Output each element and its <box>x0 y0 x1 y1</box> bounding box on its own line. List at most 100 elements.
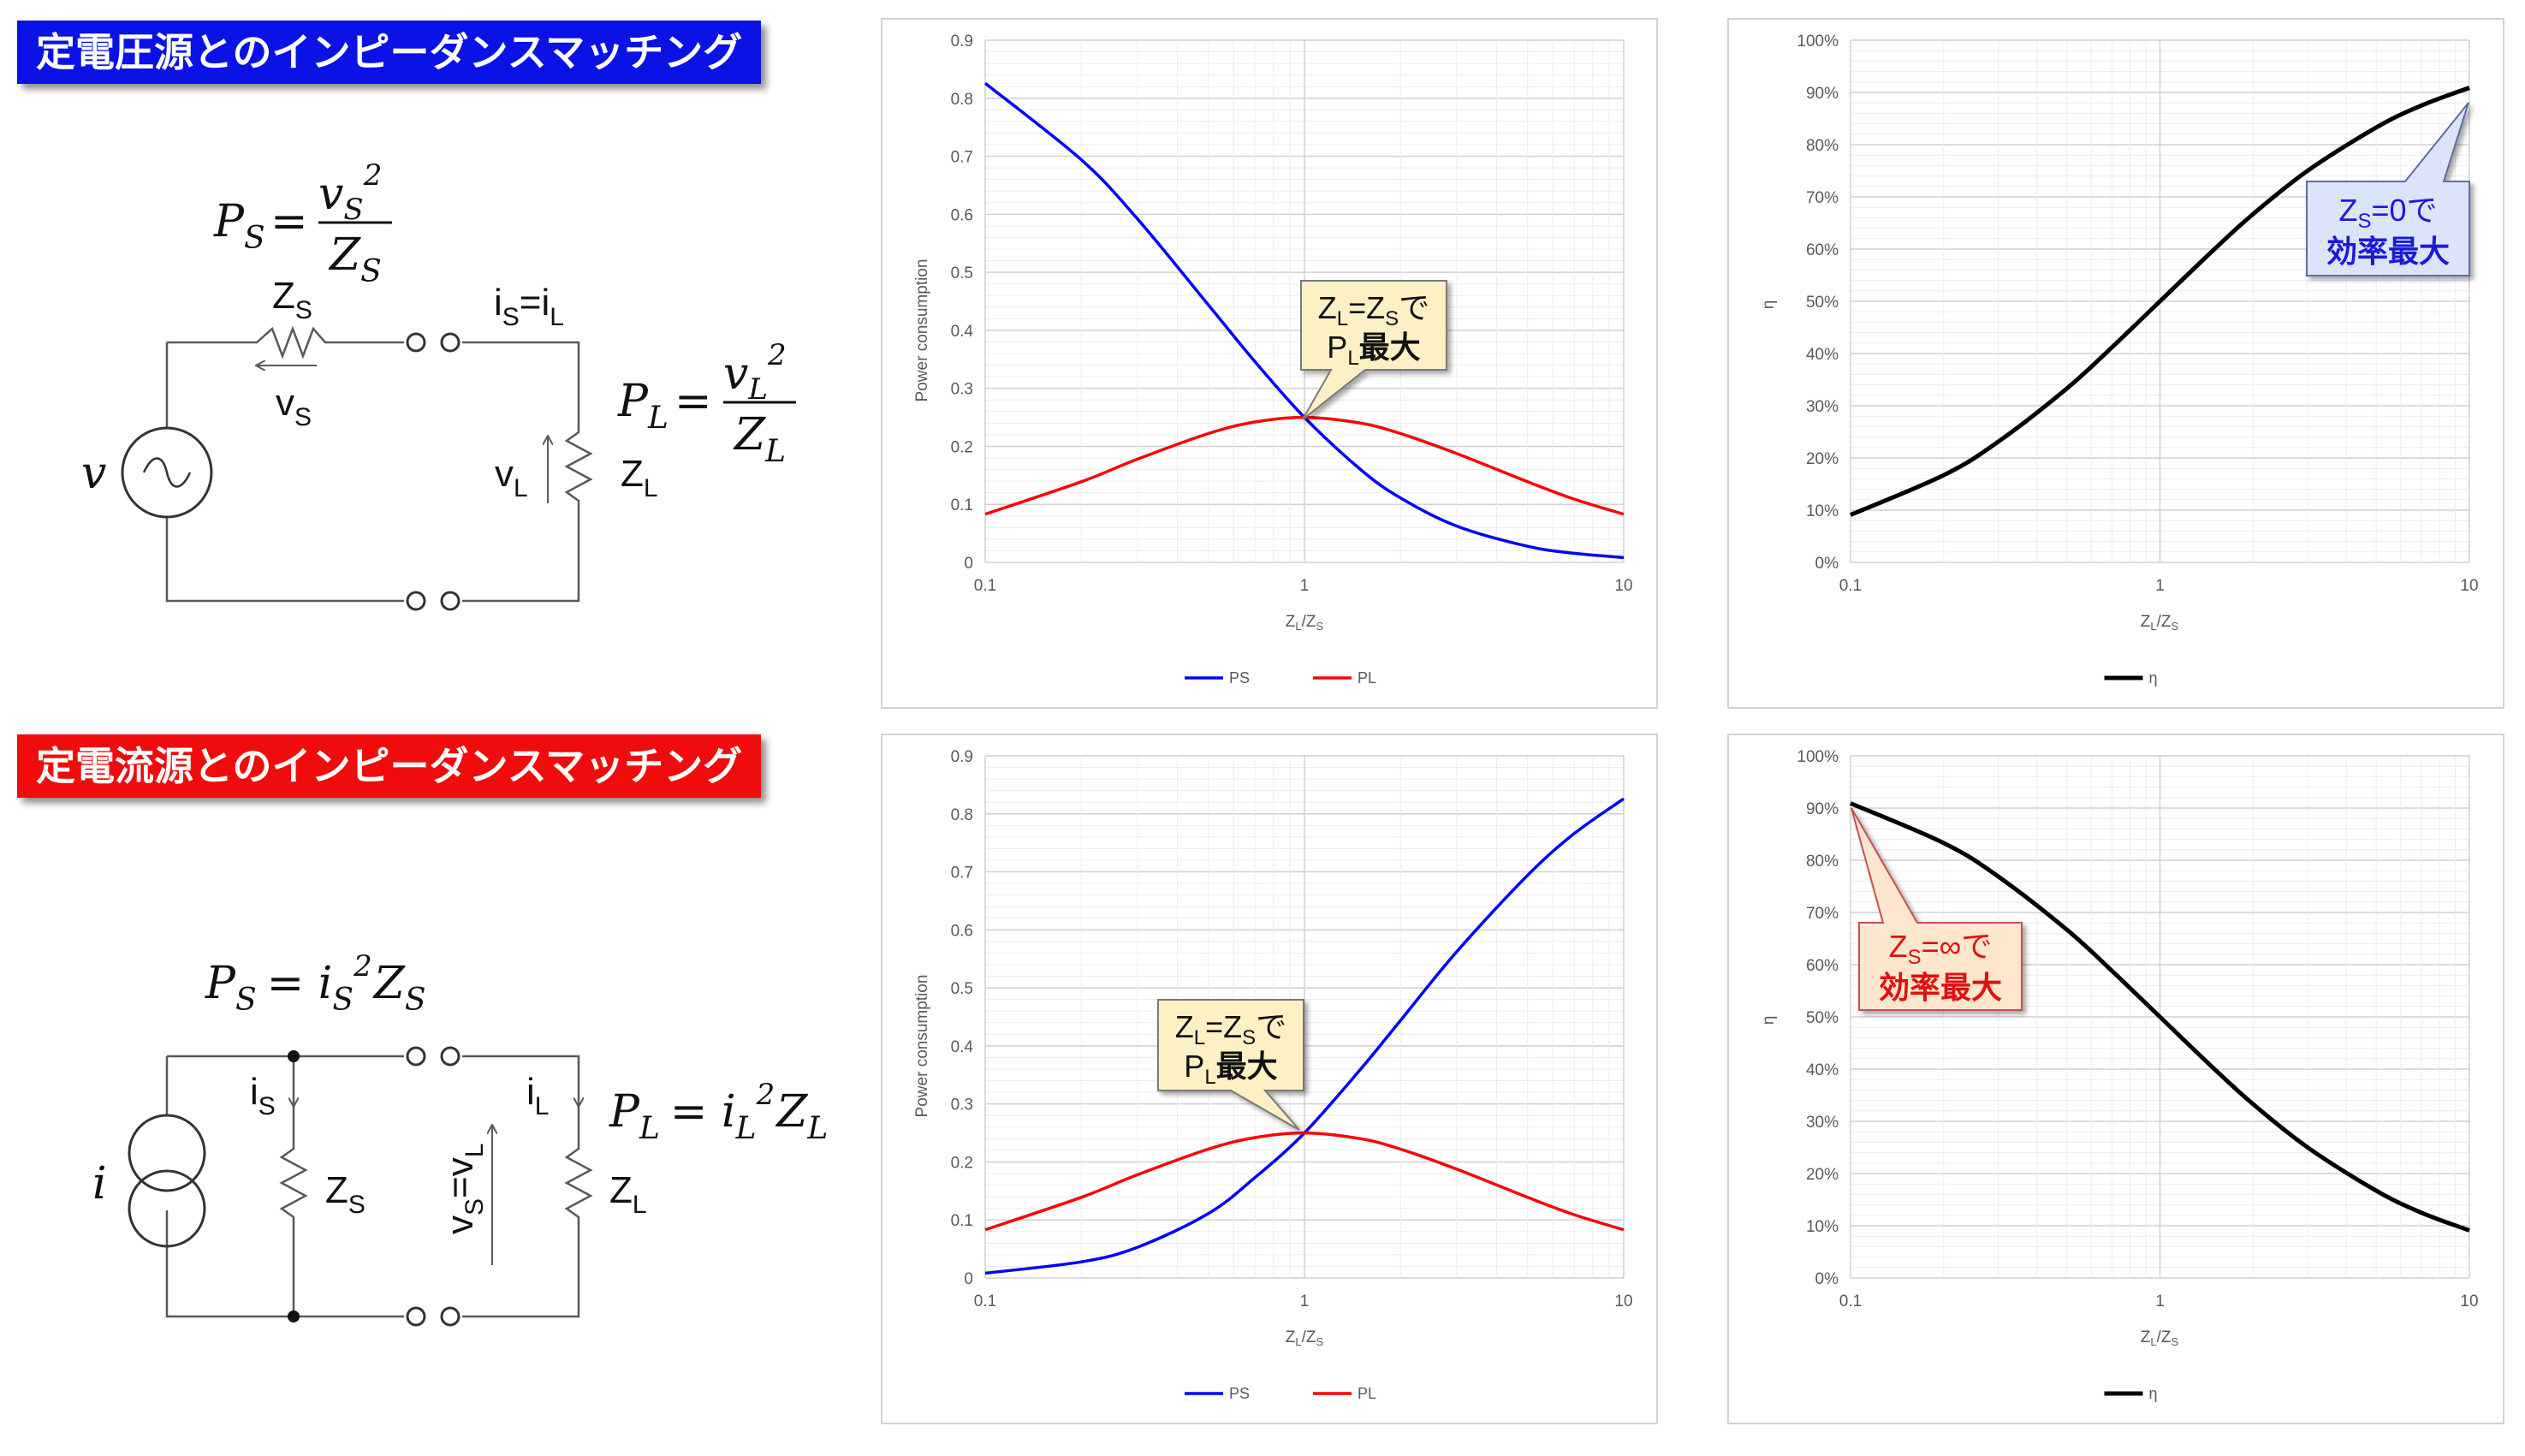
efficiency-callout-voltage: ZS=0で 効率最大 <box>2306 102 2470 276</box>
x-tick-label: 0.1 <box>1839 577 1862 595</box>
match-callout-voltage: ZL=ZSで PL最大 <box>1300 280 1447 420</box>
series-line-pl <box>984 415 1625 516</box>
x-tick-label: 10 <box>1614 1293 1632 1310</box>
efficiency-chart-voltage: 0% 10% 20% 30% 40% 50% 60% 70% 80% 90% 100% 0.1 1 10… <box>1727 18 2504 709</box>
y-tick-label: 0.3 <box>951 381 973 399</box>
callout-line2: 効率最大 <box>1879 970 2002 1005</box>
junction-dot <box>288 1310 300 1322</box>
x-tick-label: 10 <box>2460 1293 2478 1310</box>
efficiency-chart-current: 0% 10% 20% 30% 40% 50% 60% 70% 80% 90% 100% 0.1 1 10… <box>1727 734 2504 1424</box>
pl-equation-current: PL = iL2ZL <box>609 1078 828 1146</box>
y-tick-label: 0.5 <box>951 980 973 998</box>
voltage-source-circuit: v ZS vS iS=iL vL ZL PS = vS2 ZS PL = vL2… <box>81 158 796 611</box>
terminal <box>406 591 426 611</box>
y-tick-label: 80% <box>1806 137 1839 155</box>
series-line-ps <box>984 797 1625 1275</box>
y-tick-label: 0.5 <box>951 264 973 282</box>
callout-line1: ZL=ZSで <box>1175 1009 1286 1049</box>
terminal <box>440 1046 460 1067</box>
voltage-section-title: 定電圧源とのインピーダンスマッチング <box>17 21 762 84</box>
current-section-title: 定電流源とのインピーダンスマッチング <box>17 734 762 798</box>
y-axis-label: η <box>1760 1016 1778 1025</box>
is-il-label: iS=iL <box>494 282 564 331</box>
legend-item: η <box>2104 1385 2158 1402</box>
y-tick-label: 30% <box>1806 1114 1839 1132</box>
x-tick-label: 1 <box>1300 577 1310 595</box>
zs-label-current: ZS <box>325 1169 365 1219</box>
ps-equation-voltage: PS = vS2 ZS <box>213 158 392 289</box>
callout-line1: ZL=ZSで <box>1318 290 1429 330</box>
power-chart-current: 00.10.20.30.40.50.60.70.80.9 0.1 1 10 Powe… <box>881 734 1658 1424</box>
is-label: iS <box>250 1071 276 1120</box>
y-tick-label: 40% <box>1806 346 1839 364</box>
y-tick-label: 0.6 <box>951 206 973 224</box>
y-tick-label: 0.8 <box>951 806 973 824</box>
series-line-pl <box>984 1131 1625 1232</box>
vl-label: vL <box>495 453 528 502</box>
current-source-upper <box>128 1114 206 1192</box>
y-tick-label: 50% <box>1806 294 1839 312</box>
callout-line1: ZS=∞で <box>1889 929 1993 969</box>
y-tick-label: 0% <box>1815 1270 1839 1288</box>
ps-equation-current: PS = iS2ZS <box>205 949 426 1018</box>
svg-text:ZL: ZL <box>733 409 786 469</box>
legend-label: PS <box>1229 669 1250 686</box>
y-tick-label: 90% <box>1806 85 1839 103</box>
x-axis-label: ZL/ZS <box>2141 1328 2179 1348</box>
y-tick-label: 0 <box>964 1270 973 1288</box>
y-tick-label: 50% <box>1806 1009 1839 1027</box>
legend-item: PL <box>1313 669 1376 686</box>
x-tick-label: 1 <box>2155 577 2165 595</box>
legend-label: PL <box>1358 669 1376 686</box>
current-source-label: i <box>92 1158 107 1209</box>
y-axis-label: Power consumption <box>913 975 931 1118</box>
terminal <box>440 1306 460 1327</box>
y-tick-label: 0.8 <box>951 91 973 109</box>
y-tick-label: 20% <box>1806 1166 1839 1184</box>
zs-label: ZS <box>272 275 312 324</box>
legend-label: PL <box>1358 1385 1376 1402</box>
x-tick-label: 0.1 <box>974 577 996 595</box>
series-line-eta <box>1850 86 2470 517</box>
series-line-eta <box>1850 801 2470 1233</box>
callout-bubble <box>1300 280 1447 420</box>
terminal <box>406 1306 426 1327</box>
legend-label: η <box>2149 1385 2158 1402</box>
il-label: iL <box>526 1071 549 1120</box>
callout-line2: 効率最大 <box>2326 234 2450 269</box>
pl-equation-voltage: PL = vL2 ZL <box>617 338 796 469</box>
svg-text:vS2: vS2 <box>318 158 382 227</box>
y-tick-label: 0.7 <box>951 149 973 167</box>
y-tick-label: 0.1 <box>951 1212 973 1230</box>
vs-label: vS <box>276 382 312 431</box>
terminal <box>440 332 460 353</box>
junction-dot <box>288 1050 300 1062</box>
match-callout-current: ZL=ZSで PL最大 <box>1157 999 1304 1131</box>
legend-item: PS <box>1185 1385 1250 1402</box>
legend-label: η <box>2149 669 2158 686</box>
y-tick-label: 10% <box>1806 1218 1839 1236</box>
callout-line2: PL最大 <box>1184 1049 1277 1089</box>
y-tick-label: 100% <box>1797 748 1839 766</box>
series-line-ps <box>983 81 1625 560</box>
svg-text:vL2: vL2 <box>723 338 787 407</box>
callout-line1: ZS=0で <box>2338 193 2437 233</box>
y-tick-label: 0.9 <box>951 748 973 766</box>
x-axis-label: ZL/ZS <box>2141 613 2179 633</box>
legend-label: PS <box>1229 1385 1250 1402</box>
y-tick-label: 30% <box>1806 398 1839 416</box>
callout-bubble <box>1157 999 1304 1131</box>
y-tick-label: 60% <box>1806 957 1839 975</box>
y-tick-label: 10% <box>1806 502 1839 520</box>
terminal <box>440 591 460 611</box>
y-axis-label: Power consumption <box>913 259 931 402</box>
y-tick-label: 0.6 <box>951 922 973 940</box>
y-tick-label: 0 <box>964 555 973 573</box>
callout-bubble <box>1851 807 2023 1011</box>
sine-wave-icon <box>142 457 192 488</box>
terminal <box>406 332 426 353</box>
x-tick-label: 0.1 <box>974 1293 996 1310</box>
y-tick-label: 70% <box>1806 189 1839 207</box>
y-tick-label: 80% <box>1806 853 1839 871</box>
circuit-diagrams: v ZS vS iS=iL vL ZL PS = vS2 ZS PL = vL2… <box>81 158 828 1327</box>
